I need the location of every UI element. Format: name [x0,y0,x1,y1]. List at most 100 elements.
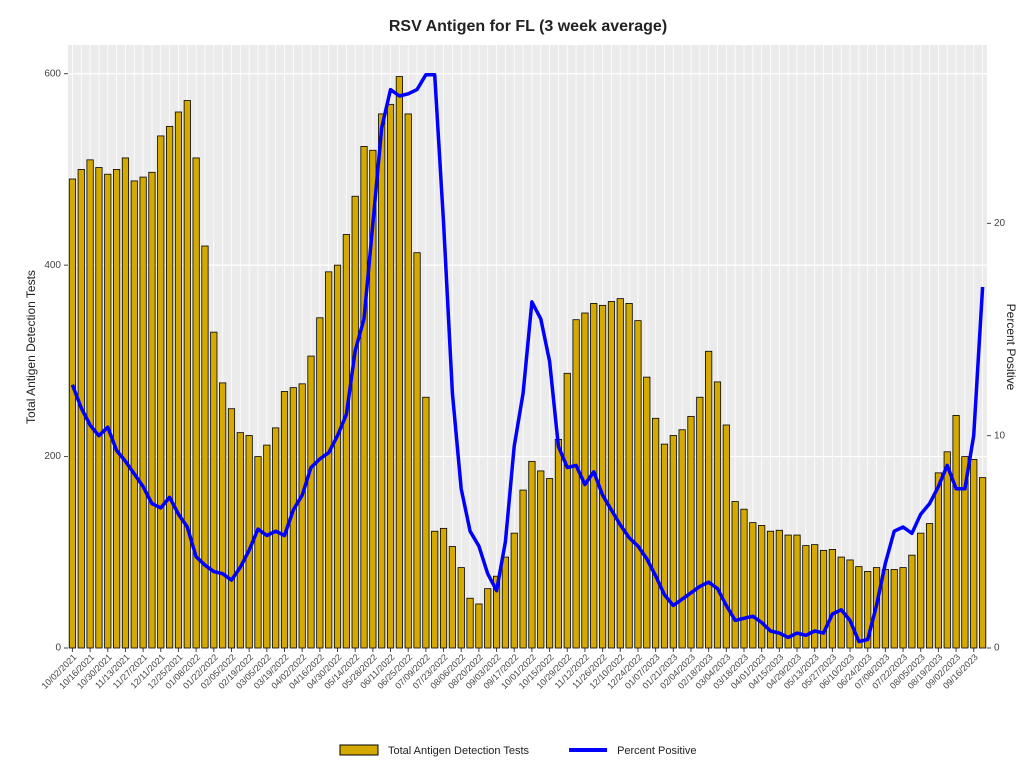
bar [696,396,704,649]
bar [413,252,421,649]
bar [766,530,775,649]
bar [130,180,138,649]
bar [687,415,695,649]
bar [386,103,395,649]
bar [298,383,306,649]
bar [855,566,863,649]
bar [360,146,368,649]
bar [837,556,845,649]
bar [934,472,942,649]
bar [749,522,757,649]
bar [68,178,76,649]
bar [272,427,280,649]
bar [113,169,121,649]
y2-tick-label: 10 [994,430,1006,441]
bar [157,135,165,649]
y2-tick-label: 20 [994,218,1006,229]
legend: Total Antigen Detection Tests Percent Pos… [339,744,697,757]
bar [254,456,262,649]
bar [475,603,483,649]
bar [890,569,898,649]
bar [952,415,960,649]
bar [219,382,227,649]
bar [793,534,801,649]
bar [404,113,412,649]
bar [325,271,333,649]
bar [192,157,200,649]
bar [466,597,474,649]
y-tick-label: 400 [44,260,61,271]
legend-label: Total Antigen Detection Tests [388,745,530,757]
bar [625,303,633,649]
bar [713,381,722,649]
bar [546,478,554,649]
bar [528,460,536,649]
bar [95,167,103,649]
bar [819,549,828,649]
bar [280,391,289,649]
bar [970,459,978,649]
bar [439,527,448,649]
bar [104,173,112,649]
bar [678,429,686,649]
y2-tick-label: 0 [994,643,1000,654]
bar [563,372,571,649]
bar [775,529,783,649]
bar [917,532,925,649]
bar [148,171,156,649]
bar [899,567,907,649]
bar [758,525,766,649]
legend-label: Percent Positive [617,745,696,757]
y-axis-title: Total Antigen Detection Tests [24,270,38,424]
bar [784,534,792,649]
bar [731,501,739,649]
bar [484,588,492,649]
bar [316,317,324,649]
bar [616,298,624,649]
bar [492,575,501,649]
bar [705,350,713,649]
bar [431,530,439,649]
bar [369,149,377,649]
bar [457,567,465,649]
line [70,72,985,644]
y-tick-label: 200 [44,451,61,462]
bar [86,159,94,649]
bar [201,245,209,649]
bar [811,544,819,649]
bar [908,554,916,649]
bar [183,100,191,649]
bar [166,125,174,649]
bar [634,320,642,649]
bar [572,319,580,649]
bar [802,545,810,649]
chart-title: RSV Antigen for FL (3 week average) [389,18,667,35]
bar [378,113,386,649]
bar [519,489,527,649]
bar [537,470,545,649]
bar [422,396,430,649]
bar [722,424,730,649]
bar [828,549,836,649]
bar [669,435,677,649]
bar [607,301,616,649]
bar [925,523,934,649]
bar [333,264,342,649]
bar [660,443,669,649]
bar [554,438,563,649]
bar [599,304,607,649]
bar [139,176,147,649]
bar [961,456,969,649]
bar [210,331,218,649]
y-tick-label: 600 [44,68,61,79]
bar [307,355,315,649]
bar [846,559,854,649]
bar [979,477,987,649]
bar [501,556,509,649]
bar [943,451,951,649]
bar [121,157,130,649]
bar [510,532,518,649]
y-tick-label: 0 [55,643,61,654]
bar [236,432,244,649]
